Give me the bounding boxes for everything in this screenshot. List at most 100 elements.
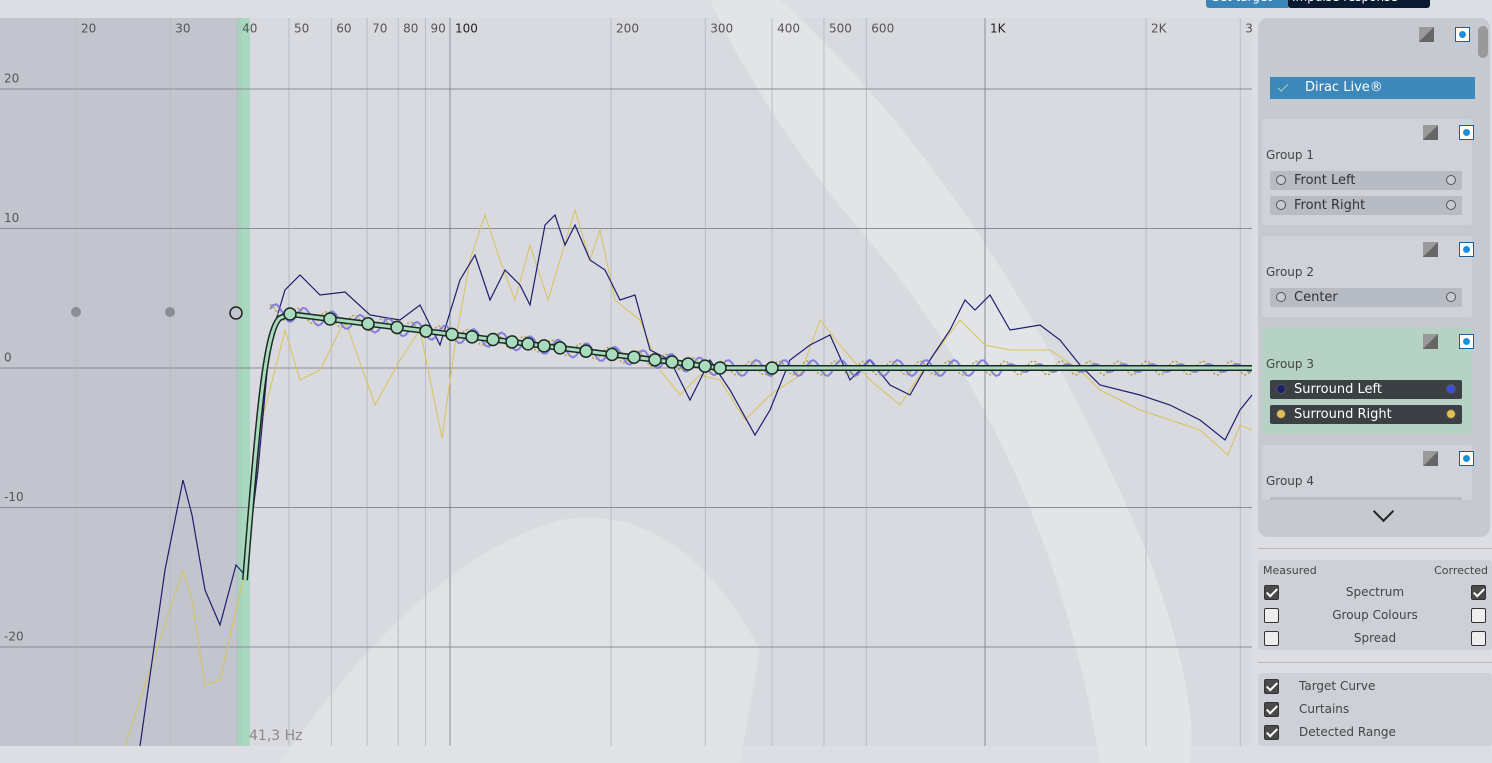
plot: 20 30 40 50 60 70 80 90 100 200 300 400 500 600 1K 2K 32…	[0, 0, 1253, 763]
x-tick-label: 300	[710, 22, 733, 36]
target-point	[165, 307, 175, 317]
x-tick-label: 200	[616, 22, 639, 36]
row-label: Group Colours	[1332, 608, 1418, 622]
overlay-checkbox[interactable]	[1264, 702, 1279, 717]
row-label: Spectrum	[1345, 585, 1405, 599]
row-label: Spread	[1353, 631, 1397, 645]
channel[interactable]: Front Right	[1270, 196, 1462, 215]
target-point	[505, 335, 519, 349]
cutoff-label: 41,3 Hz	[249, 728, 303, 744]
target-point	[765, 361, 779, 375]
channel[interactable]: Center	[1270, 288, 1462, 307]
corrected-checkbox[interactable]	[1471, 631, 1486, 646]
sidebar: Dirac Live® Group 1 Front Left Front Right…	[1258, 18, 1490, 537]
measured-label: Measured	[1263, 564, 1317, 577]
group[interactable]: Group 3 Surround Left Surround Right	[1262, 328, 1474, 434]
overlay-checkbox[interactable]	[1264, 679, 1279, 694]
target-point	[648, 353, 662, 367]
impulse-tab[interactable]: Impulse response	[1288, 0, 1430, 8]
view-toggle[interactable]	[1419, 27, 1434, 42]
x-tick-label: 3	[1245, 22, 1253, 36]
divider	[1258, 662, 1492, 663]
overlay-label: Detected Range	[1299, 725, 1396, 739]
target-point	[521, 337, 535, 351]
x-tick-label: 600	[871, 22, 894, 36]
channel-dot	[1446, 384, 1456, 394]
watermark	[280, 517, 760, 763]
set-target-tab[interactable]: Set target	[1206, 0, 1290, 8]
target-point	[665, 355, 679, 369]
view-toggle[interactable]	[1423, 242, 1438, 257]
corrected-checkbox[interactable]	[1471, 608, 1486, 623]
channel-dot	[1446, 175, 1456, 185]
x-tick-label: 2K	[1151, 22, 1168, 36]
target-point	[627, 350, 641, 364]
target-point	[419, 324, 433, 338]
group-list: Group 1 Front Left Front Right Group 2 Cente…	[1258, 18, 1490, 500]
channel-dot	[1446, 200, 1456, 210]
channel[interactable]: Front Left	[1270, 171, 1462, 190]
group-name: Group 2	[1266, 265, 1314, 279]
measured-checkbox[interactable]	[1264, 608, 1279, 623]
scrollbar[interactable]	[1478, 26, 1488, 58]
visible-toggle[interactable]	[1455, 27, 1470, 42]
channel[interactable]: Surround Right	[1270, 405, 1462, 424]
measured-curve	[139, 213, 1253, 747]
watermark	[710, 0, 1192, 763]
channel-dot	[1276, 175, 1286, 185]
measured-checkbox[interactable]	[1264, 585, 1279, 600]
target-point	[605, 347, 619, 362]
measured-checkbox[interactable]	[1264, 631, 1279, 646]
target-point	[486, 332, 500, 347]
visible-toggle[interactable]	[1459, 242, 1474, 257]
filter-selected[interactable]: Dirac Live®	[1270, 77, 1475, 99]
overlay-checkbox[interactable]	[1264, 725, 1279, 740]
overlay-panel: Target Curve Curtains Detected Range	[1258, 673, 1492, 746]
view-toggle[interactable]	[1423, 125, 1438, 140]
divider	[1258, 548, 1492, 549]
y-tick-label: -10	[4, 490, 24, 504]
channel[interactable]: Subwoofer1	[1270, 497, 1462, 500]
scroll-down[interactable]	[1372, 500, 1395, 523]
visible-toggle[interactable]	[1459, 334, 1474, 349]
visible-toggle[interactable]	[1459, 125, 1474, 140]
group[interactable]: Group 4 Subwoofer1	[1262, 445, 1474, 500]
corrected-checkbox[interactable]	[1471, 585, 1486, 600]
y-tick-label: 10	[4, 211, 19, 225]
target-point	[390, 320, 404, 335]
group-name: Group 3	[1266, 357, 1314, 371]
x-tick-label: 80	[403, 22, 418, 36]
target-point	[323, 312, 337, 326]
overlay-label: Curtains	[1299, 702, 1350, 716]
channel[interactable]: Surround Left	[1270, 380, 1462, 399]
display-panel: Measured Corrected Spectrum Group Colours…	[1258, 560, 1492, 650]
channel-dot	[1446, 292, 1456, 302]
x-tick-label: 40	[242, 22, 257, 36]
detected-range-edge	[237, 18, 250, 746]
x-tick-label: 1K	[990, 22, 1007, 36]
x-tick-label: 50	[294, 22, 309, 36]
x-tick-label: 500	[829, 22, 852, 36]
target-point	[465, 330, 479, 344]
group-name: Group 1	[1266, 148, 1314, 162]
visible-toggle[interactable]	[1459, 451, 1474, 466]
x-tick-label: 60	[336, 22, 351, 36]
target-point	[698, 359, 712, 373]
target-point	[283, 307, 297, 321]
channel-dot	[1276, 292, 1286, 302]
channel-dot	[1446, 409, 1456, 419]
channel-dot	[1276, 384, 1286, 394]
view-toggle[interactable]	[1423, 451, 1438, 466]
group[interactable]: Group 1 Front Left Front Right	[1262, 119, 1474, 225]
target-point	[713, 361, 727, 375]
x-tick-label: 400	[777, 22, 800, 36]
x-tick-label: 20	[81, 22, 96, 36]
group[interactable]: Group 2 Center	[1262, 236, 1474, 317]
corrected-label: Corrected	[1434, 564, 1488, 577]
target-point	[361, 317, 375, 331]
view-toggle[interactable]	[1423, 334, 1438, 349]
y-tick-label: 0	[4, 351, 12, 365]
group-name: Group 4	[1266, 474, 1314, 488]
x-tick-label: 100	[455, 22, 478, 36]
